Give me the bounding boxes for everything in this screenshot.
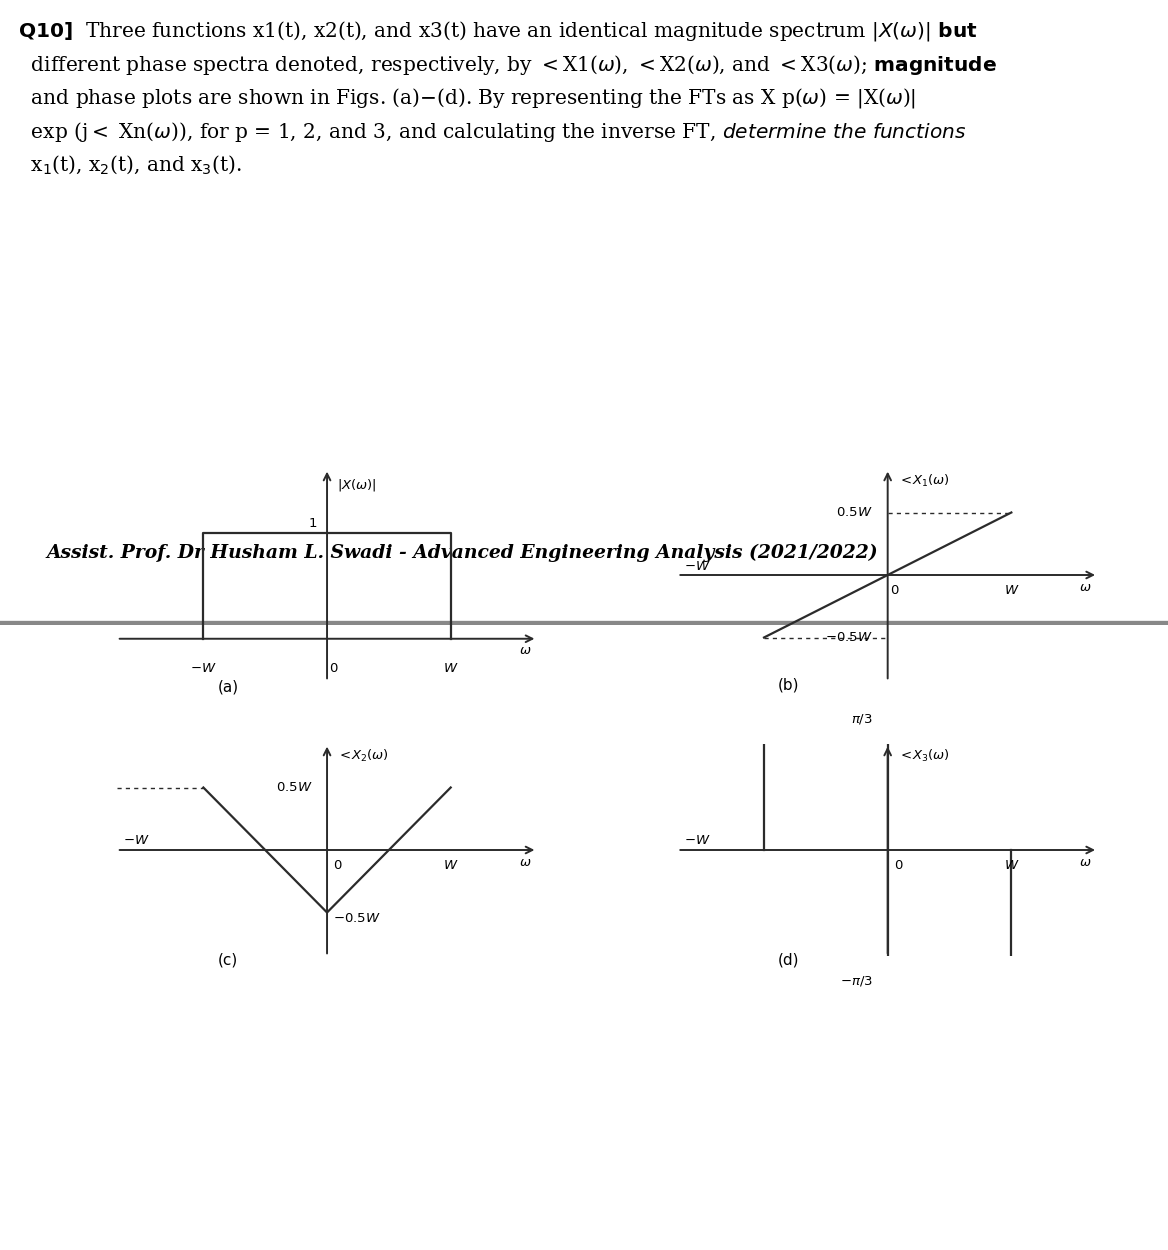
Text: (d): (d) xyxy=(778,952,799,968)
Text: $\pi/3$: $\pi/3$ xyxy=(851,712,872,726)
Text: $-\pi/3$: $-\pi/3$ xyxy=(840,974,872,988)
Text: $\omega$: $\omega$ xyxy=(519,644,531,658)
Text: 1: 1 xyxy=(308,518,318,530)
Text: $W$: $W$ xyxy=(443,662,459,675)
Text: $<\!X_2(\omega)$: $<\!X_2(\omega)$ xyxy=(336,748,389,764)
Text: (a): (a) xyxy=(217,679,238,694)
Text: $<\!X_3(\omega)$: $<\!X_3(\omega)$ xyxy=(897,748,950,764)
Text: $-W$: $-W$ xyxy=(683,560,710,572)
Text: $-W$: $-W$ xyxy=(683,835,710,848)
Text: $\bf{Q10]}$  Three functions x1(t), x2(t), and x3(t) have an identical magnitude: $\bf{Q10]}$ Three functions x1(t), x2(t)… xyxy=(18,19,996,176)
Text: $-W$: $-W$ xyxy=(123,835,150,848)
Text: $\omega$: $\omega$ xyxy=(1079,856,1092,869)
Text: $<\!X_1(\omega)$: $<\!X_1(\omega)$ xyxy=(897,472,950,489)
Text: (c): (c) xyxy=(218,952,238,968)
Text: $0.5W$: $0.5W$ xyxy=(836,506,872,519)
Text: $|X(\omega)|$: $|X(\omega)|$ xyxy=(336,478,376,494)
Text: $\omega$: $\omega$ xyxy=(1079,581,1092,594)
Text: Assist. Prof. Dr Husham L. Swadi - Advanced Engineering Analysis (2021/2022): Assist. Prof. Dr Husham L. Swadi - Advan… xyxy=(47,544,878,562)
Text: 0: 0 xyxy=(890,584,898,596)
Text: 0: 0 xyxy=(894,859,902,871)
Text: $W$: $W$ xyxy=(443,859,459,871)
Text: $\omega$: $\omega$ xyxy=(519,856,531,869)
Text: $-0.5W$: $-0.5W$ xyxy=(333,912,381,925)
Text: $-0.5W$: $-0.5W$ xyxy=(825,631,872,644)
Text: $W$: $W$ xyxy=(1003,859,1020,871)
Text: 0: 0 xyxy=(329,662,338,675)
Text: $0.5W$: $0.5W$ xyxy=(276,781,312,794)
Text: $-W$: $-W$ xyxy=(190,662,217,675)
Text: 0: 0 xyxy=(333,859,341,871)
Text: $W$: $W$ xyxy=(1003,584,1020,596)
Text: (b): (b) xyxy=(778,678,799,692)
